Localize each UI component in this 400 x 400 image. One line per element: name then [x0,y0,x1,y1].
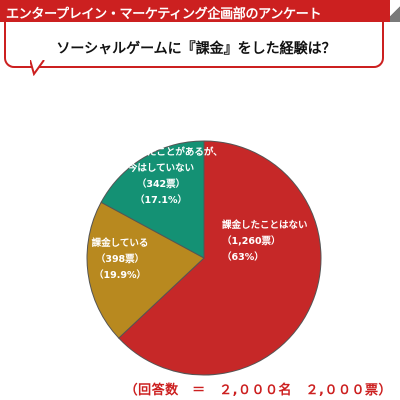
slice-no-purchase-label: 課金したことはない （1,260票） （63%） [222,219,308,263]
slice-past-purchase [100,140,205,259]
label-line: 課金している [92,237,149,249]
speech-bubble-tail-icon [30,60,45,76]
label-line: （19.9%） [94,269,146,281]
label-line: 以前課金したことがあるが、 [99,146,222,158]
slice-purchasing [86,201,205,339]
question-text: ソーシャルゲームに『課金』をした経験は？ [56,41,336,57]
label-line: （398票） [96,253,144,265]
label-line: （17.1%） [135,194,187,206]
label-line: （1,260票） [222,235,281,247]
header-corner-decoration [390,0,400,22]
slice-no-purchase [118,140,322,376]
label-line: （63%） [222,251,264,263]
slice-purchasing-label: 課金している （398票） （19.9%） [92,237,149,281]
header-bar: エンタープレイン・マーケティング企画部のアンケート [0,0,400,22]
respondent-count: （回答数 ＝ ２,０００名 ２,０００票） [124,383,392,398]
label-line: 課金したことはない [222,219,308,231]
label-line: 今はしていない [127,162,194,174]
label-line: （342票） [137,178,185,190]
question-box [4,22,384,68]
header-title: エンタープレイン・マーケティング企画部のアンケート [6,7,322,22]
slice-past-purchase-label: 以前課金したことがあるが、今はしていない （342票） （17.1%） [99,146,222,206]
